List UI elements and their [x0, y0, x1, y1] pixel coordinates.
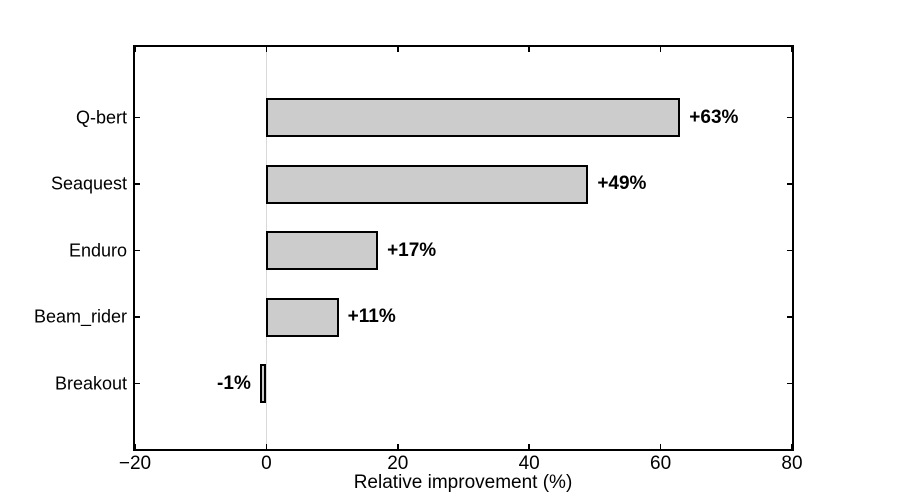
x-tick-mark [659, 444, 662, 449]
x-tick-mark [791, 47, 793, 52]
y-tick-mark [135, 183, 140, 185]
bar-value-label: +17% [387, 239, 437, 261]
y-tick-mark [787, 116, 792, 119]
x-tick-mark [528, 444, 530, 449]
x-tick-mark [397, 47, 399, 52]
category-label: Seaquest [50, 173, 127, 194]
category-label: Q-bert [75, 107, 127, 127]
bar-value-label: +49% [597, 173, 647, 194]
category-label: Enduro [68, 240, 127, 260]
y-tick-mark [135, 382, 140, 385]
x-tick-label: 0 [261, 453, 272, 474]
bar-value-label: +11% [347, 306, 396, 327]
bar-value-label: +63% [689, 106, 739, 128]
y-tick-mark [135, 116, 140, 119]
bar-value-label: -1% [217, 372, 251, 394]
x-tick-label: 80 [781, 453, 803, 474]
x-tick-mark [265, 47, 268, 52]
y-tick-mark [787, 382, 792, 385]
x-tick-mark [791, 444, 793, 449]
bar [259, 364, 267, 403]
y-tick-mark [135, 249, 140, 252]
x-tick-label: −20 [118, 453, 152, 474]
x-tick-mark [134, 444, 136, 449]
x-tick-mark [265, 444, 268, 449]
bar [266, 164, 589, 204]
bar [266, 231, 379, 270]
y-tick-mark [787, 183, 792, 185]
category-label: Breakout [54, 373, 127, 393]
y-tick-mark [135, 316, 140, 318]
y-tick-mark [787, 249, 792, 252]
x-tick-mark [397, 444, 399, 449]
bar [266, 297, 339, 337]
x-tick-mark [659, 47, 662, 52]
x-axis-label: Relative improvement (%) [353, 472, 573, 493]
x-tick-label: 60 [650, 453, 672, 474]
x-tick-label: 40 [518, 453, 540, 474]
category-label: Beam_rider [33, 306, 127, 327]
plot-area: +63% +49% +17% +11% -1% [133, 45, 794, 451]
x-tick-mark [134, 47, 136, 52]
y-tick-mark [787, 316, 792, 318]
x-tick-label: 20 [387, 453, 409, 474]
bar [266, 98, 681, 137]
x-tick-mark [528, 47, 530, 52]
